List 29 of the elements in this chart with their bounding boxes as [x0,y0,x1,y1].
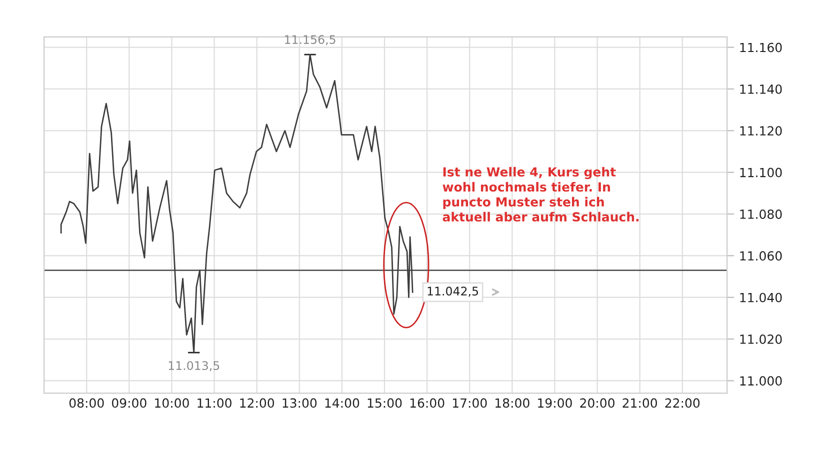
annotation: 11.156,5 [285,35,336,46]
x-tick-label: 17:00 [452,398,487,408]
y-tick-label: 11.160 [740,42,782,52]
annotation: 11.013,5 [168,361,220,372]
y-tick-label: 11.100 [740,168,782,178]
y-tick-label: 11.000 [740,376,782,386]
y-tick-label: 11.040 [740,292,782,302]
x-tick-label: 21:00 [622,398,657,408]
x-tick-label: 11:00 [198,398,232,408]
x-tick-label: 10:00 [155,398,189,408]
x-tick-label: 19:00 [538,398,572,408]
x-tick-label: 15:00 [368,398,402,408]
y-tick-label: 11.080 [740,209,782,219]
x-tick-label: 14:00 [325,398,360,408]
annotation: 11.042,5 [428,286,478,297]
x-tick-label: 18:00 [496,398,530,408]
y-tick-label: 11.020 [740,334,782,344]
x-tick-label: 13:00 [282,398,317,408]
x-tick-label: 16:00 [410,398,444,408]
y-tick-label: 11.120 [740,126,782,136]
x-tick-label: 20:00 [580,398,614,408]
line-series [60,54,414,354]
y-tick-label: 11.140 [740,84,782,94]
annotation: Ist ne Welle 4, Kurs geht wohl nochmals tiefer. In puncto Muster steh ich aktuell aber aufm Schlauch. [442,166,639,222]
x-tick-label: 08:00 [69,398,104,408]
x-tick-label: 09:00 [112,398,146,408]
x-tick-label: 12:00 [240,398,274,408]
x-tick-label: 22:00 [665,398,700,408]
y-tick-label: 11.060 [740,251,782,261]
